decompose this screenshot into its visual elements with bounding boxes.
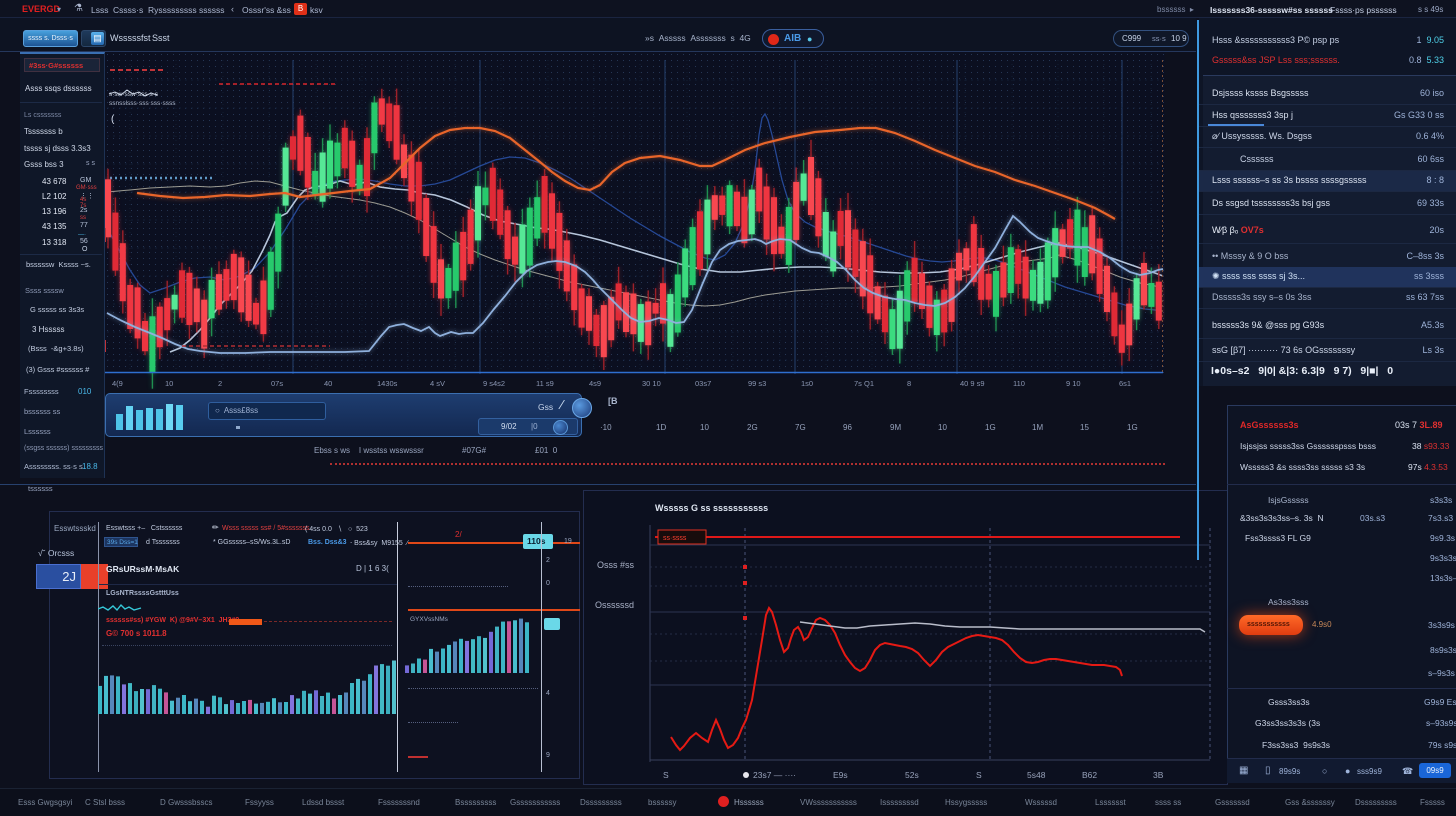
svg-text:30 10: 30 10 (642, 379, 661, 388)
svg-text:07s: 07s (271, 379, 283, 388)
svg-text:4(9: 4(9 (112, 379, 123, 388)
svg-text:23s7 — ····: 23s7 — ···· (753, 770, 796, 780)
svg-text:40 9 s9: 40 9 s9 (960, 379, 985, 388)
svg-text:110: 110 (1013, 379, 1025, 388)
svg-text:2: 2 (218, 379, 222, 388)
svg-text:52s: 52s (905, 770, 919, 780)
svg-text:9 10: 9 10 (1066, 379, 1081, 388)
svg-text:(: ( (111, 114, 115, 125)
svg-text:S: S (976, 770, 982, 780)
svg-text:10: 10 (165, 379, 173, 388)
svg-text:ss·ssss: ss·ssss (663, 535, 687, 542)
svg-text:s·sw·ssw·sss s·s: s·sw·ssw·sss s·s (109, 91, 159, 98)
svg-text:E9s: E9s (833, 770, 848, 780)
svg-text:99 s3: 99 s3 (748, 379, 766, 388)
svg-text:8: 8 (907, 379, 911, 388)
svg-text:5s48: 5s48 (1027, 770, 1046, 780)
svg-text:6s1: 6s1 (1119, 379, 1131, 388)
svg-text:40: 40 (324, 379, 332, 388)
svg-text:03s7: 03s7 (695, 379, 711, 388)
svg-text:9 s4s2: 9 s4s2 (483, 379, 505, 388)
svg-text:B62: B62 (1082, 770, 1097, 780)
svg-text:11 s9: 11 s9 (536, 379, 554, 388)
svg-text:S: S (663, 770, 669, 780)
svg-text:ssnsslsss·sss sss·ssss: ssnsslsss·sss sss·ssss (109, 100, 176, 107)
svg-text:4s9: 4s9 (589, 379, 601, 388)
svg-text:1s0: 1s0 (801, 379, 813, 388)
svg-text:Ossssssd: Ossssssd (595, 600, 634, 610)
svg-text:Osss #ss: Osss #ss (597, 560, 635, 570)
svg-text:3B: 3B (1153, 770, 1164, 780)
svg-text:4 sV: 4 sV (430, 379, 445, 388)
svg-text:1430s: 1430s (377, 379, 398, 388)
svg-text:7s Q1: 7s Q1 (854, 379, 874, 388)
